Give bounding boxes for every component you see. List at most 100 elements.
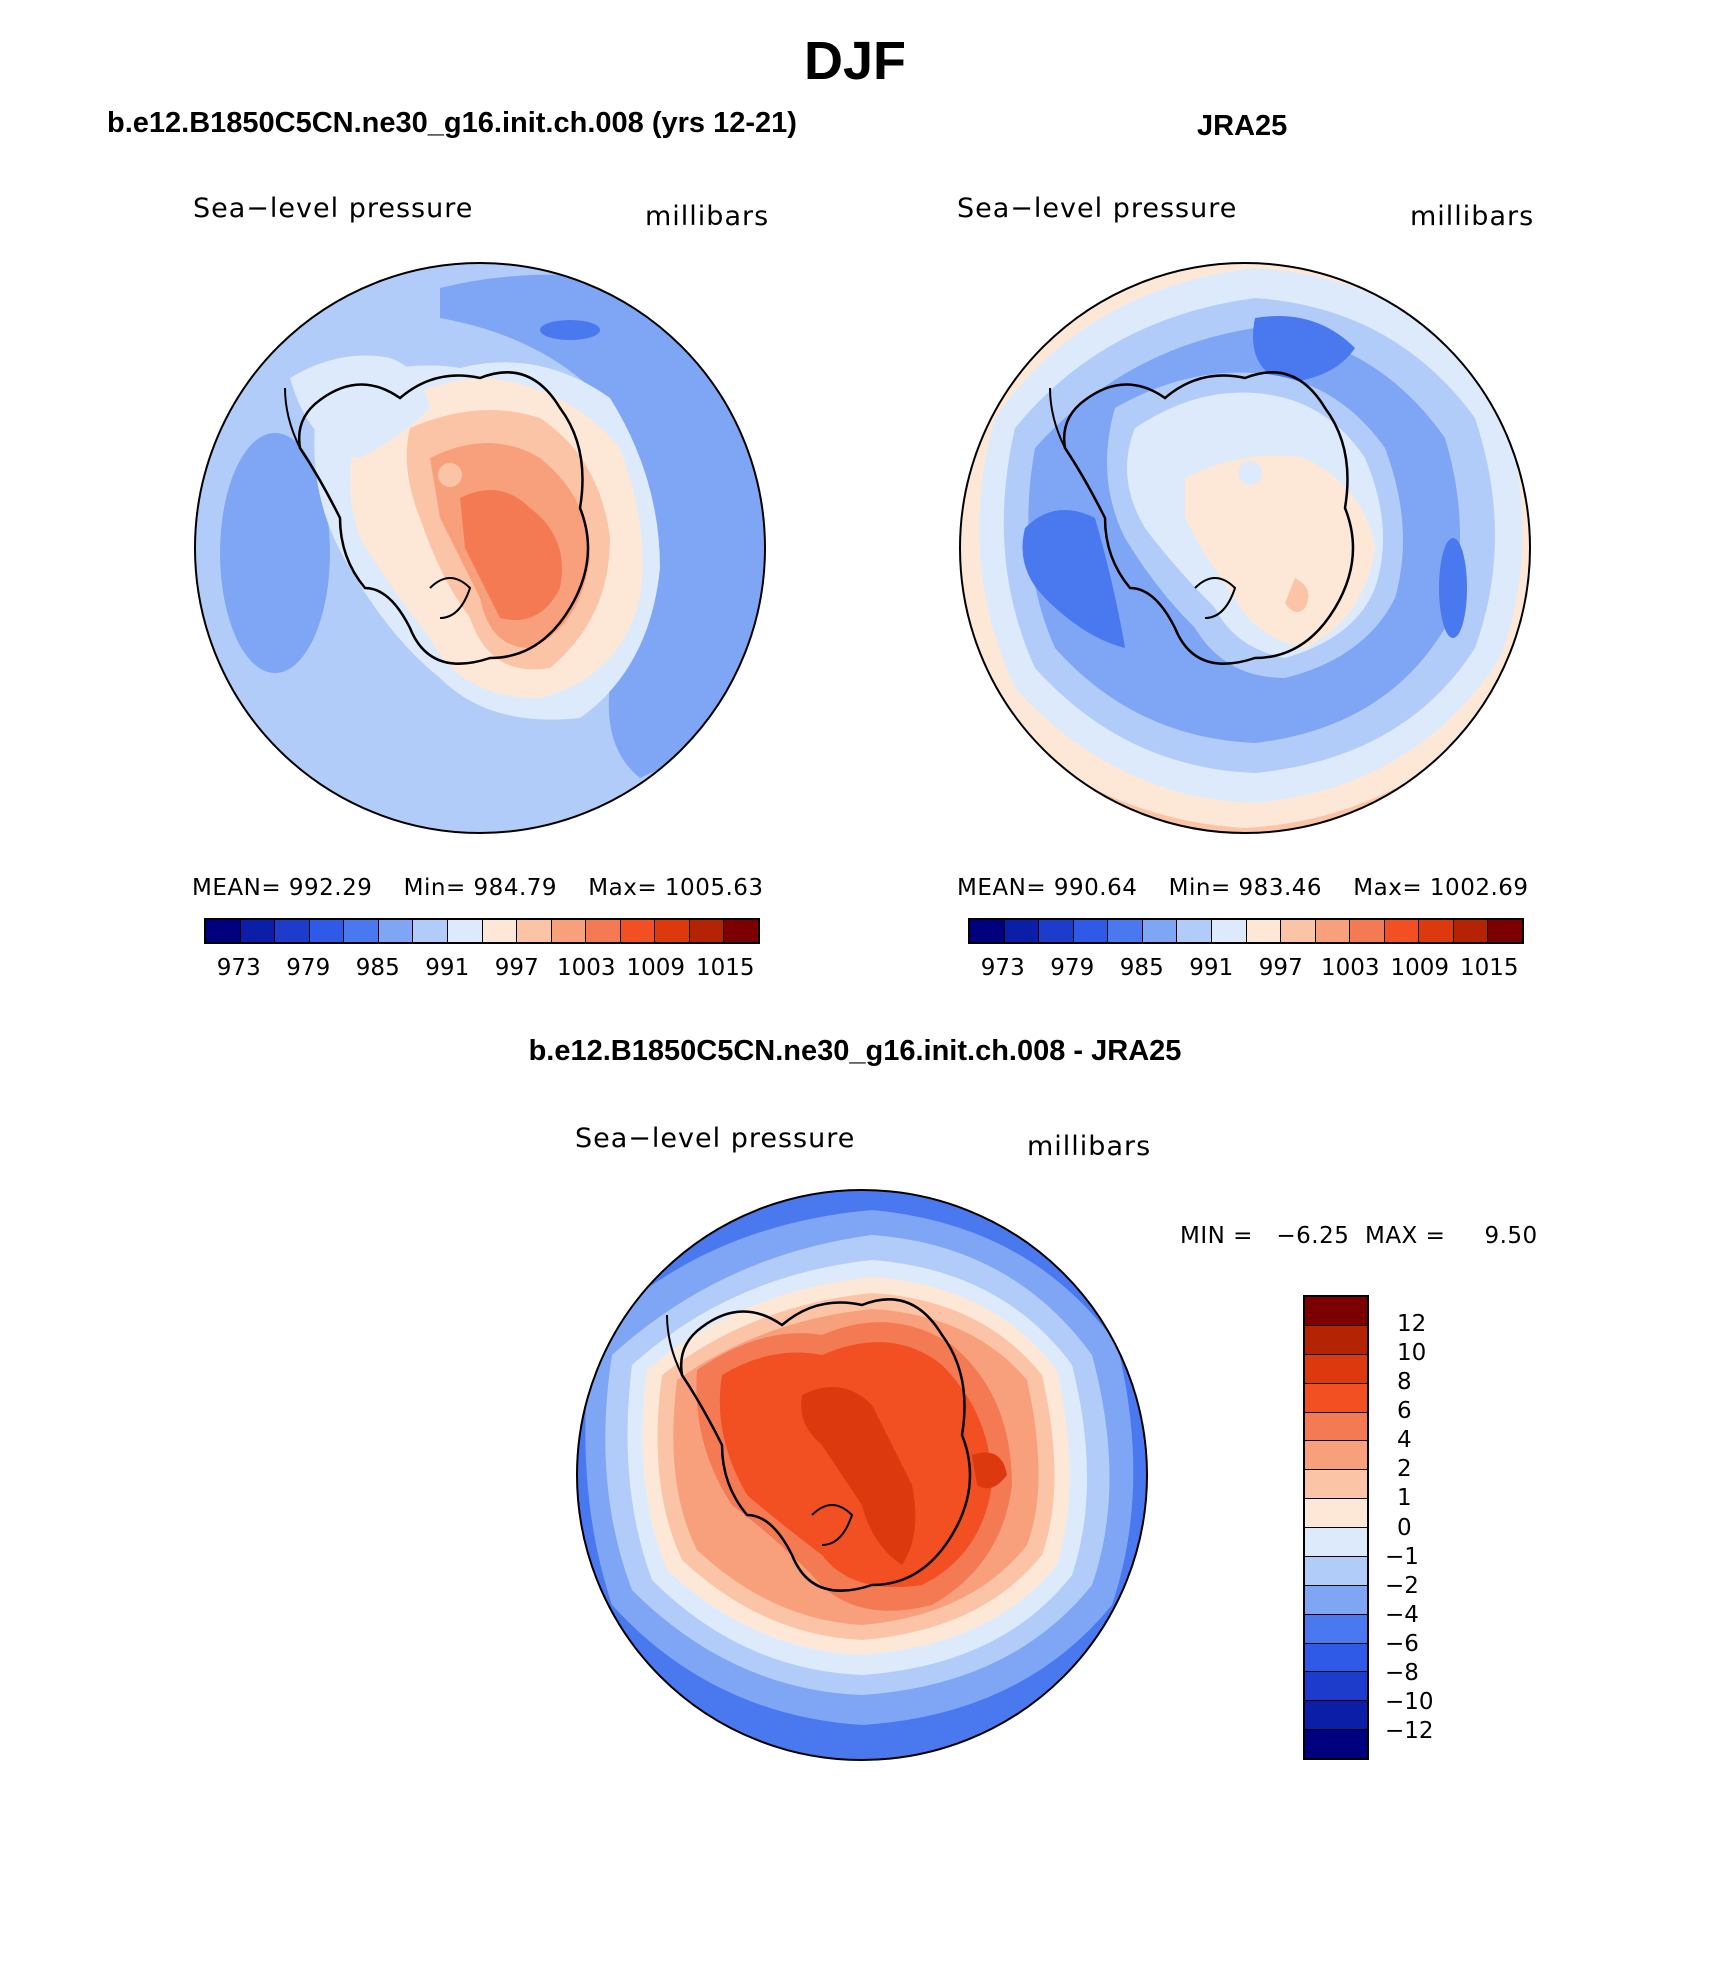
diff-panel-title: b.e12.B1850C5CN.ne30_g16.init.ch.008 - J…	[528, 1035, 1182, 1067]
obs-panel-title: JRA25	[1197, 110, 1288, 142]
diff-colorbar-label: 6	[1397, 1398, 1412, 1425]
model-max-value: 1005.63	[664, 875, 764, 901]
obs-colorbar-tick-label: 1009	[1390, 955, 1450, 981]
model-colorbar-box	[275, 920, 310, 942]
model-colorbar-box	[240, 920, 276, 942]
diff-colorbar-box	[1305, 1730, 1367, 1758]
obs-colorbar-box	[1281, 920, 1316, 942]
diff-colorbar-label: −10	[1385, 1688, 1434, 1715]
diff-colorbar-label: −1	[1385, 1543, 1419, 1570]
diff-colorbar-label: −4	[1385, 1601, 1419, 1628]
diff-variable-label: Sea−level pressure	[575, 1123, 856, 1154]
obs-colorbar-box	[1453, 920, 1489, 942]
model-colorbar-box	[378, 920, 414, 942]
diff-colorbar-box	[1305, 1701, 1367, 1731]
obs-colorbar	[968, 918, 1524, 944]
obs-colorbar-box	[1384, 920, 1420, 942]
obs-colorbar-box	[1108, 920, 1143, 942]
model-colorbar-tick-label: 997	[494, 955, 539, 981]
model-polar-map	[194, 262, 766, 834]
model-variable-label: Sea−level pressure	[193, 193, 474, 224]
model-colorbar-box	[724, 920, 758, 942]
diff-colorbar-box	[1305, 1470, 1367, 1500]
model-colorbar-box	[447, 920, 483, 942]
figure-title: DJF	[803, 31, 906, 91]
diff-colorbar-box	[1305, 1354, 1367, 1384]
obs-colorbar-box	[1142, 920, 1178, 942]
model-panel-title: b.e12.B1850C5CN.ne30_g16.init.ch.008 (yr…	[107, 107, 797, 139]
obs-mean-label: MEAN=	[957, 875, 1047, 901]
model-colorbar	[204, 918, 760, 944]
diff-max-label: MAX =	[1364, 1223, 1446, 1249]
diff-colorbar-box	[1305, 1528, 1367, 1557]
diff-colorbar-label: 2	[1397, 1456, 1412, 1483]
diff-max-value: 9.50	[1484, 1223, 1538, 1249]
diff-min-label: MIN =	[1180, 1223, 1253, 1249]
diff-colorbar-box	[1305, 1383, 1367, 1413]
diff-colorbar-box	[1305, 1643, 1367, 1673]
obs-colorbar-box	[1350, 920, 1385, 942]
obs-colorbar-tick-label: 973	[980, 955, 1025, 981]
model-colorbar-box	[689, 920, 725, 942]
model-colorbar-tick-label: 979	[286, 955, 331, 981]
diff-units-label: millibars	[1027, 1131, 1152, 1162]
diff-colorbar-box	[1305, 1585, 1367, 1615]
diff-colorbar	[1303, 1295, 1369, 1760]
model-colorbar-box	[344, 920, 379, 942]
diff-colorbar-box	[1305, 1412, 1367, 1442]
model-colorbar-box	[586, 920, 621, 942]
obs-colorbar-tick-label: 979	[1050, 955, 1095, 981]
model-colorbar-tick-label: 985	[355, 955, 400, 981]
diff-colorbar-label: −8	[1385, 1659, 1419, 1686]
diff-colorbar-box	[1305, 1614, 1367, 1644]
model-colorbar-box	[413, 920, 448, 942]
obs-max-value: 1002.69	[1429, 875, 1529, 901]
diff-colorbar-box	[1305, 1297, 1367, 1326]
model-units-label: millibars	[645, 201, 770, 232]
diff-colorbar-label: −2	[1385, 1572, 1419, 1599]
diff-polar-map	[576, 1189, 1148, 1761]
obs-colorbar-tick-label: 1003	[1320, 955, 1380, 981]
model-colorbar-box	[620, 920, 656, 942]
model-colorbar-tick-label: 991	[425, 955, 470, 981]
model-stats: MEAN= 992.29 Min= 984.79 Max= 1005.63	[192, 875, 764, 901]
obs-min-label: Min=	[1168, 875, 1231, 901]
obs-colorbar-box	[1073, 920, 1109, 942]
model-min-value: 984.79	[473, 875, 558, 901]
diff-colorbar-box	[1305, 1499, 1367, 1528]
diff-colorbar-label: −6	[1385, 1630, 1419, 1657]
diff-colorbar-label: 0	[1397, 1514, 1412, 1541]
model-colorbar-box	[206, 920, 241, 942]
obs-colorbar-tick-label: 985	[1119, 955, 1164, 981]
obs-min-value: 983.46	[1238, 875, 1323, 901]
obs-colorbar-box	[1246, 920, 1282, 942]
model-mean-value: 992.29	[288, 875, 373, 901]
diff-stats: MIN = −6.25 MAX = 9.50	[1180, 1223, 1538, 1249]
obs-mean-value: 990.64	[1053, 875, 1138, 901]
model-colorbar-tick-label: 1003	[556, 955, 616, 981]
model-colorbar-tick-label: 1015	[695, 955, 755, 981]
diff-colorbar-box	[1305, 1672, 1367, 1702]
obs-colorbar-box	[1488, 920, 1522, 942]
model-colorbar-tick-label: 973	[216, 955, 261, 981]
obs-colorbar-box	[1315, 920, 1351, 942]
diff-colorbar-label: 8	[1397, 1369, 1412, 1396]
diff-colorbar-label: 12	[1397, 1311, 1427, 1338]
diff-colorbar-label: 4	[1397, 1427, 1412, 1454]
obs-colorbar-box	[1177, 920, 1212, 942]
obs-colorbar-tick-label: 997	[1258, 955, 1303, 981]
obs-colorbar-tick-label: 991	[1189, 955, 1234, 981]
model-colorbar-box	[551, 920, 587, 942]
diff-colorbar-box	[1305, 1325, 1367, 1355]
model-colorbar-tick-label: 1009	[626, 955, 686, 981]
diff-min-value: −6.25	[1276, 1223, 1350, 1249]
obs-colorbar-box	[1039, 920, 1074, 942]
model-colorbar-box	[517, 920, 552, 942]
diff-colorbar-label: 10	[1397, 1340, 1427, 1367]
diff-colorbar-box	[1305, 1441, 1367, 1471]
obs-colorbar-box	[970, 920, 1005, 942]
diff-colorbar-label: 1	[1397, 1485, 1412, 1512]
obs-max-label: Max=	[1353, 875, 1423, 901]
obs-colorbar-box	[1419, 920, 1454, 942]
model-mean-label: MEAN=	[192, 875, 282, 901]
